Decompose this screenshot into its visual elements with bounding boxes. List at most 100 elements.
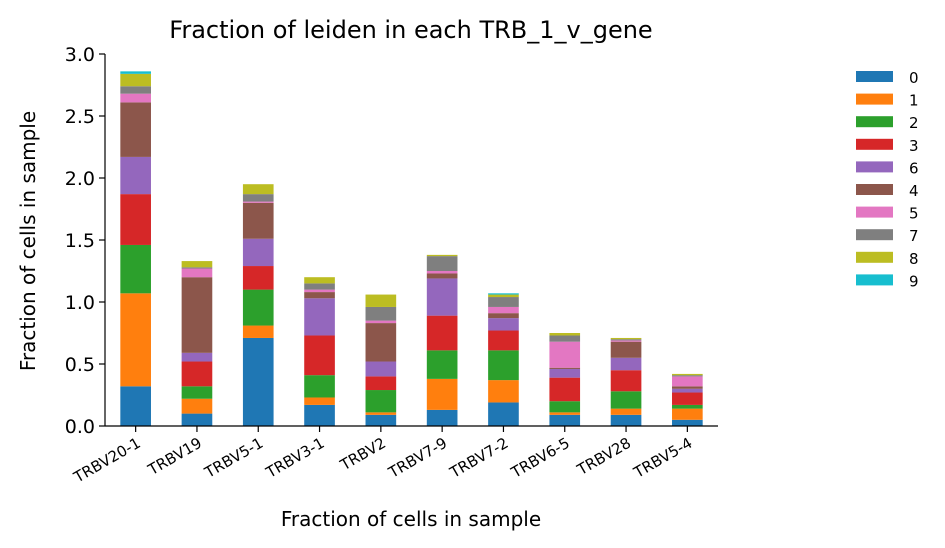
bar-segment-TRBV19-series-2 <box>181 386 213 399</box>
bar-segment-TRBV6-5-series-2 <box>549 401 581 413</box>
legend-swatch-0 <box>856 71 893 82</box>
bar-segment-TRBV5-4-series-6 <box>672 388 703 393</box>
x-tick-label: TRBV2 <box>336 434 388 475</box>
bar-segment-TRBV20-1-series-8 <box>120 73 151 87</box>
bar-segment-TRBV3-1-series-4 <box>304 292 335 299</box>
bar-segment-TRBV28-series-6 <box>610 357 642 371</box>
legend-swatch-3 <box>856 138 893 150</box>
y-tick-label: 3.0 <box>65 44 95 66</box>
x-tick-label: TRBV20-1 <box>70 434 144 487</box>
legend-label-7: 7 <box>909 227 919 245</box>
bar-segment-TRBV20-1-series-1 <box>120 293 151 387</box>
bar-segment-TRBV3-1-series-0 <box>304 404 335 426</box>
bar-segment-TRBV19-series-0 <box>181 413 213 426</box>
bar-segment-TRBV7-9-series-0 <box>426 409 458 426</box>
bar-segment-TRBV28-series-0 <box>610 414 642 426</box>
bar-segment-TRBV2-series-5 <box>365 320 397 324</box>
bar-segment-TRBV7-2-series-2 <box>488 350 519 381</box>
bar-segment-TRBV20-1-series-6 <box>120 156 151 195</box>
y-axis-label: Fraction of cells in sample <box>16 111 40 371</box>
chart-title: Fraction of leiden in each TRB_1_v_gene <box>169 16 652 44</box>
bar-segment-TRBV2-series-8 <box>365 294 397 307</box>
legend-label-5: 5 <box>909 205 919 223</box>
x-tick-label: TRBV19 <box>144 434 205 479</box>
bar-segment-TRBV7-2-series-3 <box>488 330 519 351</box>
bar-segment-TRBV5-4-series-3 <box>672 392 703 405</box>
bar-segment-TRBV5-4-series-7 <box>672 375 703 377</box>
legend-label-8: 8 <box>909 250 919 268</box>
y-tick-label: 1.0 <box>65 292 95 314</box>
bar-segment-TRBV5-4-series-4 <box>672 386 703 389</box>
bar-segment-TRBV7-2-series-8 <box>488 294 519 298</box>
y-tick-label: 1.5 <box>65 230 95 252</box>
bar-segment-TRBV3-1-series-6 <box>304 298 335 336</box>
legend-swatch-9 <box>856 274 893 286</box>
bar-segment-TRBV19-series-1 <box>181 398 213 414</box>
x-tick-label: TRBV3-1 <box>262 434 327 482</box>
bar-segment-TRBV19-series-7 <box>181 267 213 269</box>
legend: 0 1 2 3 6 4 5 7 8 9 <box>856 69 919 290</box>
bar-segment-TRBV28-series-3 <box>610 370 642 392</box>
legend-swatch-1 <box>856 93 893 105</box>
x-tick-label: TRBV7-2 <box>446 434 511 482</box>
bar-segment-TRBV7-2-series-9 <box>488 293 519 295</box>
legend-swatch-2 <box>856 116 893 128</box>
bar-segment-TRBV5-1-series-6 <box>242 238 274 267</box>
bar-segment-TRBV7-9-series-4 <box>426 273 458 279</box>
bar-segment-TRBV3-1-series-1 <box>304 397 335 405</box>
bar-segment-TRBV2-series-7 <box>365 306 397 321</box>
bar-segment-TRBV3-1-series-8 <box>304 277 335 284</box>
bar-segment-TRBV2-series-0 <box>365 414 397 426</box>
bar-segment-TRBV20-1-series-9 <box>120 71 151 74</box>
bar-segment-TRBV5-1-series-3 <box>242 266 274 290</box>
bar-segment-TRBV28-series-2 <box>610 391 642 409</box>
bar-segment-TRBV5-4-series-5 <box>672 376 703 387</box>
bar-segment-TRBV5-1-series-4 <box>242 202 274 239</box>
bar-segment-TRBV5-1-series-5 <box>242 201 274 203</box>
bar-segment-TRBV7-9-series-5 <box>426 271 458 274</box>
bar-segment-TRBV5-4-series-1 <box>672 408 703 420</box>
bar-segment-TRBV7-9-series-7 <box>426 256 458 271</box>
bar-segment-TRBV2-series-2 <box>365 390 397 413</box>
bar-segment-TRBV20-1-series-7 <box>120 86 151 94</box>
legend-label-0: 0 <box>909 69 919 87</box>
x-tick-label: TRBV5-1 <box>201 434 266 482</box>
bar-segment-TRBV28-series-8 <box>610 337 642 340</box>
bar-segment-TRBV6-5-series-7 <box>549 335 581 342</box>
y-ticks-group: 0.0 0.5 1.0 1.5 2.0 2.5 3.0 <box>65 44 105 438</box>
bar-segment-TRBV6-5-series-3 <box>549 377 581 402</box>
legend-swatch-6 <box>856 161 893 173</box>
legend-swatch-5 <box>856 206 893 218</box>
bar-segment-TRBV20-1-series-0 <box>120 386 151 426</box>
bar-segment-TRBV20-1-series-5 <box>120 93 151 103</box>
bar-segment-TRBV19-series-3 <box>181 361 213 387</box>
bar-segment-TRBV19-series-6 <box>181 352 213 362</box>
y-tick-label: 2.5 <box>65 106 95 128</box>
bar-segment-TRBV19-series-4 <box>181 277 213 353</box>
legend-label-4: 4 <box>909 182 919 200</box>
bar-segment-TRBV3-1-series-7 <box>304 283 335 290</box>
bar-segment-TRBV2-series-6 <box>365 361 397 377</box>
bar-segment-TRBV7-2-series-4 <box>488 313 519 319</box>
x-axis-label: Fraction of cells in sample <box>281 507 541 531</box>
bar-segment-TRBV20-1-series-4 <box>120 102 151 157</box>
legend-label-9: 9 <box>909 272 919 290</box>
bar-segment-TRBV7-9-series-2 <box>426 350 458 379</box>
bar-segment-TRBV5-1-series-2 <box>242 289 274 326</box>
legend-swatch-7 <box>856 229 893 241</box>
bar-segment-TRBV6-5-series-5 <box>549 341 581 368</box>
bar-segment-TRBV20-1-series-3 <box>120 194 151 245</box>
bar-segment-TRBV5-4-series-0 <box>672 419 703 426</box>
bar-segment-TRBV7-2-series-6 <box>488 318 519 331</box>
x-tick-label: TRBV28 <box>573 434 634 479</box>
bar-segment-TRBV7-2-series-7 <box>488 297 519 307</box>
x-tick-label: TRBV7-9 <box>385 434 450 482</box>
bar-segment-TRBV7-9-series-3 <box>426 315 458 351</box>
bar-segment-TRBV6-5-series-6 <box>549 368 581 378</box>
x-tick-label: TRBV6-5 <box>507 434 572 482</box>
bar-segment-TRBV5-1-series-7 <box>242 194 274 202</box>
bar-segment-TRBV7-9-series-8 <box>426 254 458 257</box>
bar-segment-TRBV7-9-series-6 <box>426 278 458 316</box>
bar-segment-TRBV2-series-4 <box>365 323 397 362</box>
